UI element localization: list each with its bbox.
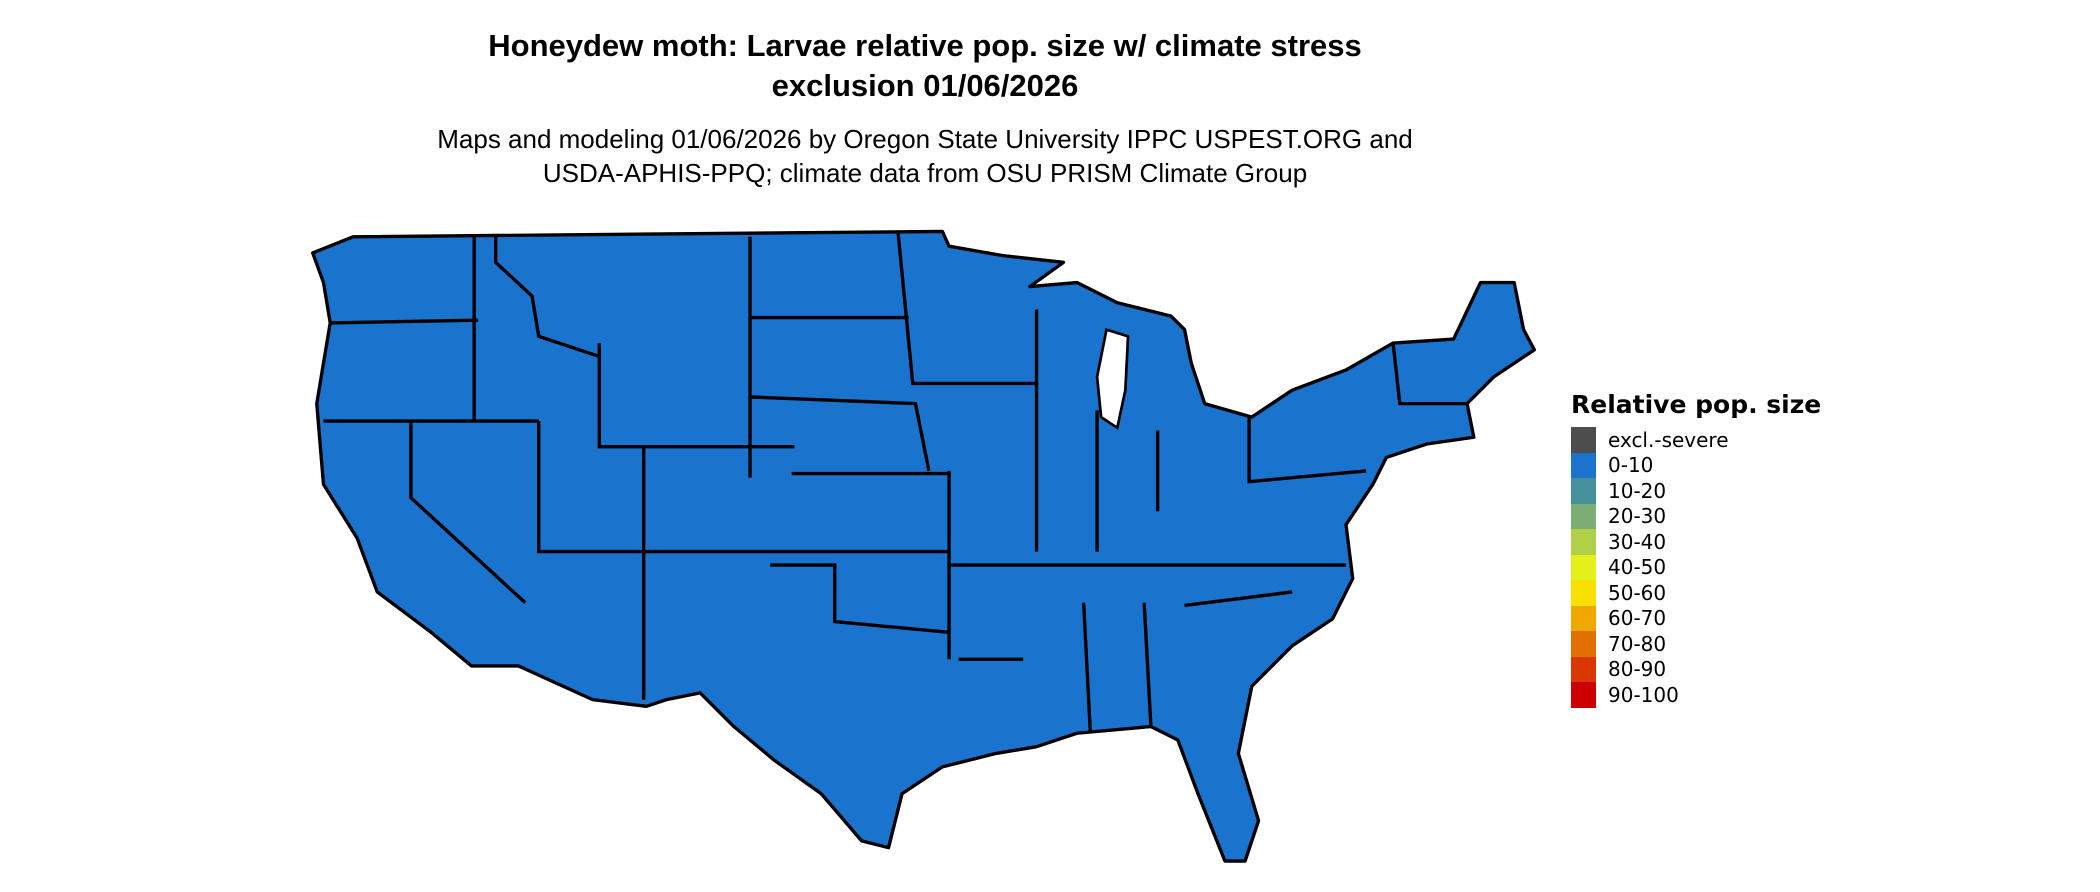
legend-swatch xyxy=(1571,452,1596,478)
legend-label: 30-40 xyxy=(1608,529,1667,554)
legend-label: 70-80 xyxy=(1608,631,1667,656)
legend-swatch xyxy=(1571,682,1596,708)
legend-swatch xyxy=(1571,656,1596,682)
map-subtitle-line2: USDA-APHIS-PPQ; climate data from OSU PR… xyxy=(542,158,1308,188)
legend-item: 70-80 xyxy=(1571,631,1821,657)
legend-label: excl.-severe xyxy=(1608,427,1729,452)
legend-label: 60-70 xyxy=(1608,606,1667,631)
legend-item: 40-50 xyxy=(1571,554,1821,580)
legend-item: 90-100 xyxy=(1571,682,1821,708)
legend-swatch xyxy=(1571,631,1596,657)
legend-item: 80-90 xyxy=(1571,656,1821,682)
legend-item: 20-30 xyxy=(1571,503,1821,529)
conus-region-0-10 xyxy=(311,229,1537,863)
legend-swatch xyxy=(1571,554,1596,580)
legend-swatch xyxy=(1571,503,1596,529)
legend-item: excl.-severe xyxy=(1571,427,1821,453)
legend-label: 90-100 xyxy=(1608,682,1679,707)
legend-swatch xyxy=(1571,605,1596,631)
legend-label: 40-50 xyxy=(1608,555,1667,580)
state-borders xyxy=(323,231,1468,734)
legend-swatch xyxy=(1571,478,1596,504)
legend-title: Relative pop. size xyxy=(1571,390,1822,419)
legend-label: 20-30 xyxy=(1608,504,1667,529)
legend-label: 10-20 xyxy=(1608,478,1667,503)
legend-item: 60-70 xyxy=(1571,605,1821,631)
legend-swatch xyxy=(1571,529,1596,555)
map-subtitle-line1: Maps and modeling 01/06/2026 by Oregon S… xyxy=(437,124,1413,154)
legend-item: 50-60 xyxy=(1571,580,1821,606)
legend-item: 10-20 xyxy=(1571,478,1821,504)
legend-label: 50-60 xyxy=(1608,580,1667,605)
legend-item: 0-10 xyxy=(1571,452,1821,478)
map-title-line2: exclusion 01/06/2026 xyxy=(771,68,1079,103)
legend-swatch xyxy=(1571,427,1596,453)
legend-item: 30-40 xyxy=(1571,529,1821,555)
legend-label: 80-90 xyxy=(1608,657,1667,682)
legend-swatch xyxy=(1571,580,1596,606)
legend-label: 0-10 xyxy=(1608,453,1654,478)
legend: Relative pop. size excl.-severe 0-10 10-20… xyxy=(1571,390,1821,708)
lake-michigan xyxy=(1095,327,1130,431)
map-title-line1: Honeydew moth: Larvae relative pop. size… xyxy=(488,28,1362,63)
